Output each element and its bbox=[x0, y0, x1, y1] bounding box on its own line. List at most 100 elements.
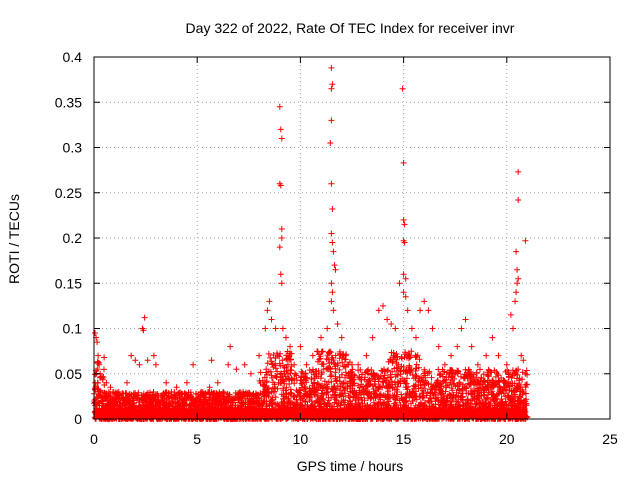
background-point bbox=[374, 386, 381, 392]
background-point bbox=[315, 385, 322, 392]
data-point bbox=[507, 311, 514, 318]
background-point bbox=[376, 393, 383, 400]
data-point bbox=[132, 357, 139, 364]
background-point bbox=[292, 371, 299, 378]
data-point bbox=[401, 221, 408, 228]
data-point bbox=[328, 64, 335, 71]
background-point bbox=[447, 392, 454, 399]
background-point bbox=[301, 392, 308, 399]
background-point bbox=[176, 389, 182, 396]
background-point bbox=[509, 395, 516, 402]
background-point bbox=[272, 365, 279, 372]
background-point bbox=[424, 370, 431, 377]
data-point bbox=[278, 135, 285, 142]
background-point bbox=[380, 379, 387, 386]
background-point bbox=[280, 398, 287, 405]
background-point bbox=[404, 354, 410, 361]
background-point bbox=[516, 375, 523, 382]
background-point bbox=[398, 354, 405, 361]
data-point bbox=[266, 298, 273, 305]
background-point bbox=[187, 394, 194, 401]
background-point bbox=[320, 384, 327, 391]
background-point bbox=[382, 393, 389, 400]
y-tick-label: 0 bbox=[74, 411, 82, 427]
background-point bbox=[154, 390, 161, 397]
background-point bbox=[207, 394, 214, 401]
background-point bbox=[212, 395, 219, 402]
background-point bbox=[379, 368, 386, 375]
background-point bbox=[388, 378, 395, 385]
background-point bbox=[487, 369, 494, 375]
background-point bbox=[336, 366, 343, 373]
background-point bbox=[342, 397, 349, 404]
data-point bbox=[277, 182, 284, 189]
data-point bbox=[136, 361, 143, 368]
background-point bbox=[485, 389, 492, 396]
background-point bbox=[269, 396, 276, 403]
data-point bbox=[152, 361, 159, 368]
background-point bbox=[342, 369, 349, 376]
background-point bbox=[150, 392, 157, 399]
x-tick-label: 5 bbox=[193, 431, 201, 447]
background-point bbox=[329, 388, 336, 395]
background-point bbox=[316, 356, 323, 363]
background-point bbox=[283, 394, 290, 401]
background-point bbox=[445, 374, 452, 381]
background-point bbox=[310, 380, 317, 387]
data-point bbox=[518, 352, 525, 359]
background-point bbox=[464, 397, 471, 404]
background-point bbox=[165, 390, 172, 397]
background-point bbox=[420, 390, 427, 397]
background-point bbox=[395, 368, 402, 375]
background-point bbox=[109, 396, 116, 403]
data-point bbox=[495, 352, 502, 359]
background-point bbox=[318, 395, 325, 402]
background-point bbox=[414, 352, 421, 359]
background-point bbox=[285, 375, 292, 382]
data-point bbox=[396, 280, 403, 287]
background-point bbox=[191, 401, 198, 408]
background-point bbox=[257, 369, 264, 376]
data-point bbox=[190, 361, 197, 368]
data-point bbox=[95, 352, 102, 359]
background-point bbox=[416, 356, 423, 363]
background-point bbox=[265, 388, 272, 395]
background-point bbox=[213, 399, 220, 406]
background-point bbox=[308, 375, 315, 382]
background-point bbox=[324, 401, 331, 408]
background-point bbox=[261, 374, 268, 381]
background-point bbox=[286, 350, 293, 357]
background-point bbox=[508, 374, 515, 381]
background-point bbox=[126, 391, 133, 397]
data-point bbox=[328, 85, 335, 92]
y-tick-label: 0.1 bbox=[63, 321, 83, 337]
background-point bbox=[319, 348, 326, 355]
background-point bbox=[385, 388, 392, 395]
data-point bbox=[278, 226, 285, 232]
background-point bbox=[428, 398, 435, 405]
data-point bbox=[425, 307, 432, 314]
background-point bbox=[370, 394, 377, 401]
background-point bbox=[272, 385, 279, 392]
data-point bbox=[256, 352, 263, 359]
data-point bbox=[208, 357, 215, 364]
background-point bbox=[393, 351, 400, 357]
background-point bbox=[337, 351, 344, 358]
background-point bbox=[365, 370, 371, 377]
background-point bbox=[389, 368, 396, 375]
background-point bbox=[523, 367, 530, 374]
background-point bbox=[494, 380, 500, 387]
data-point bbox=[474, 361, 481, 368]
background-point bbox=[501, 384, 508, 390]
background-point bbox=[447, 379, 454, 386]
background-point bbox=[397, 380, 404, 387]
background-point bbox=[505, 392, 512, 399]
background-point bbox=[332, 352, 339, 359]
background-point bbox=[344, 384, 351, 390]
background-point bbox=[147, 389, 153, 396]
data-point bbox=[128, 352, 135, 359]
background-point bbox=[331, 360, 338, 367]
data-point bbox=[400, 216, 407, 223]
background-point bbox=[359, 371, 365, 378]
background-point bbox=[477, 366, 483, 373]
